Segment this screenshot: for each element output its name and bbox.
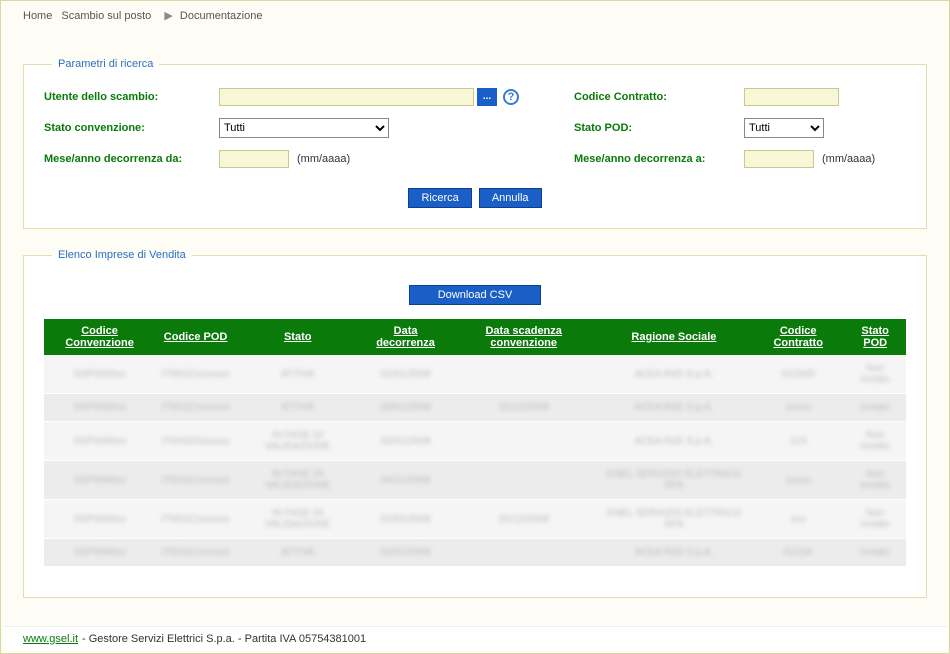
elenco-fieldset: Elenco Imprese di Vendita Download CSV C… [23,249,927,598]
elenco-legend: Elenco Imprese di Vendita [52,249,192,261]
table-row[interactable]: SSP0000xxIT001E1xxxxxxATTIVA02/01/2008 AC… [44,539,906,567]
table-cell: 01/01/2008 [360,355,451,394]
table-cell: SSP0000xx [44,500,156,539]
table-cell: IN FASE DI VALIDAZIONE [235,500,359,539]
table-cell: SSP0000xx [44,461,156,500]
breadcrumb-scambio[interactable]: Scambio sul posto [61,10,151,22]
table-cell: IT001E1xxxxxx [156,539,236,567]
table-cell: Inviato [845,394,906,422]
table-cell: ATTIVA [235,394,359,422]
footer: www.gsel.it - Gestore Servizi Elettrici … [3,626,947,651]
table-cell: 01/01/2008 [360,500,451,539]
table-cell: Non inviato [845,461,906,500]
table-cell: ACEA RdS S.p.A. [596,355,751,394]
decorrenza-a-input[interactable] [744,150,814,168]
table-cell: Inviato [845,539,906,567]
table-row[interactable]: SSP0000xxIT001E1xxxxxxIN FASE DI VALIDAZ… [44,500,906,539]
search-params-fieldset: Parametri di ricerca Utente dello scambi… [23,58,927,229]
page-container: Home Scambio sul posto ▶ Documentazione … [0,0,950,654]
table-cell: ATTIVA [235,355,359,394]
result-tbody: SSP0000xxIT001E1xxxxxxATTIVA01/01/2008AC… [44,355,906,567]
table-row[interactable]: SSP0000xxIT001E0xxxxxxIN FASE DI VALIDAZ… [44,422,906,461]
stato-convenzione-label: Stato convenzione: [44,122,219,134]
decorrenza-da-label: Mese/anno decorrenza da: [44,153,219,165]
table-cell: 31/12/2009 [451,394,596,422]
col-stato-pod[interactable]: Stato POD [845,319,906,355]
table-cell: ACEA RdS S.p.A. [596,539,751,567]
footer-text: - Gestore Servizi Elettrici S.p.a. - Par… [82,633,366,645]
table-cell: IT001E1xxxxxx [156,461,236,500]
table-cell: ACEA RdS S.p.A. [596,422,751,461]
table-cell: ATTIVA [235,539,359,567]
result-table: Codice Convenzione Codice POD Stato Data… [44,319,906,567]
utente-input[interactable] [219,88,474,106]
col-stato[interactable]: Stato [235,319,359,355]
col-codice-convenzione[interactable]: Codice Convenzione [44,319,156,355]
table-row[interactable]: SSP0000xxIT001E1xxxxxxATTIVA01/01/2008 AC… [44,355,906,394]
table-cell: Non inviato [845,422,906,461]
search-params-legend: Parametri di ricerca [52,58,159,70]
table-cell: 012345 [752,355,845,394]
stato-pod-select[interactable]: Tutti [744,118,824,138]
table-cell: IN FASE DI VALIDAZIONE [235,461,359,500]
breadcrumb-documentazione[interactable]: Documentazione [180,10,263,22]
table-cell: ACEA RdS S.p.A. [596,394,751,422]
table-cell: xxxxx [752,394,845,422]
table-cell [451,355,596,394]
table-cell: Non inviato [845,355,906,394]
table-cell: IT001E1xxxxxx [156,394,236,422]
table-cell: IT001E0xxxxxx [156,422,236,461]
table-row[interactable]: SSP0000xxIT001E1xxxxxxATTIVA06/01/200831… [44,394,906,422]
breadcrumb-arrow-icon: ▶ [164,10,172,22]
col-codice-contratto[interactable]: Codice Contratto [752,319,845,355]
table-cell: 06/01/2008 [360,394,451,422]
download-csv-button[interactable]: Download CSV [409,285,542,305]
stato-pod-label: Stato POD: [574,122,744,134]
col-ragione-sociale[interactable]: Ragione Sociale [596,319,751,355]
table-cell: SSP0000xx [44,539,156,567]
ricerca-button[interactable]: Ricerca [408,188,471,208]
table-cell: ENEL SERVIZIO ELETTRICO SPA [596,500,751,539]
codice-contratto-input[interactable] [744,88,839,106]
footer-link[interactable]: www.gsel.it [23,633,78,645]
table-cell: Non inviato [845,500,906,539]
decorrenza-a-label: Mese/anno decorrenza a: [574,153,744,165]
breadcrumb-home[interactable]: Home [23,10,52,22]
annulla-button[interactable]: Annulla [479,188,542,208]
codice-contratto-label: Codice Contratto: [574,91,744,103]
table-row[interactable]: SSP0000xxIT001E1xxxxxxIN FASE DI VALIDAZ… [44,461,906,500]
decorrenza-da-hint: (mm/aaaa) [297,153,350,165]
breadcrumb: Home Scambio sul posto ▶ Documentazione [3,3,947,28]
table-cell: 02/01/2008 [360,539,451,567]
table-cell: IT001E1xxxxxx [156,355,236,394]
table-cell: 01234 [752,539,845,567]
utente-label: Utente dello scambio: [44,91,219,103]
table-cell: SSP0000xx [44,422,156,461]
decorrenza-da-input[interactable] [219,150,289,168]
col-codice-pod[interactable]: Codice POD [156,319,236,355]
col-data-scadenza[interactable]: Data scadenza convenzione [451,319,596,355]
help-icon[interactable]: ? [503,89,519,105]
table-cell: xxx [752,500,845,539]
stato-convenzione-select[interactable]: Tutti [219,118,389,138]
table-cell: SSP0000xx [44,394,156,422]
table-cell: xxxxx [752,461,845,500]
table-cell: IT001E1xxxxxx [156,500,236,539]
table-cell: 04/11/2008 [360,461,451,500]
table-cell: 02/01/2008 [360,422,451,461]
table-cell: 31/12/2009 [451,500,596,539]
utente-lookup-button[interactable]: ... [477,88,497,106]
table-cell [451,422,596,461]
table-cell: 123 [752,422,845,461]
decorrenza-a-hint: (mm/aaaa) [822,153,875,165]
table-cell [451,539,596,567]
table-cell: ENEL SERVIZIO ELETTRICO SPA [596,461,751,500]
table-cell [451,461,596,500]
table-cell: IN FASE DI VALIDAZIONE [235,422,359,461]
table-cell: SSP0000xx [44,355,156,394]
col-data-decorrenza[interactable]: Data decorrenza [360,319,451,355]
